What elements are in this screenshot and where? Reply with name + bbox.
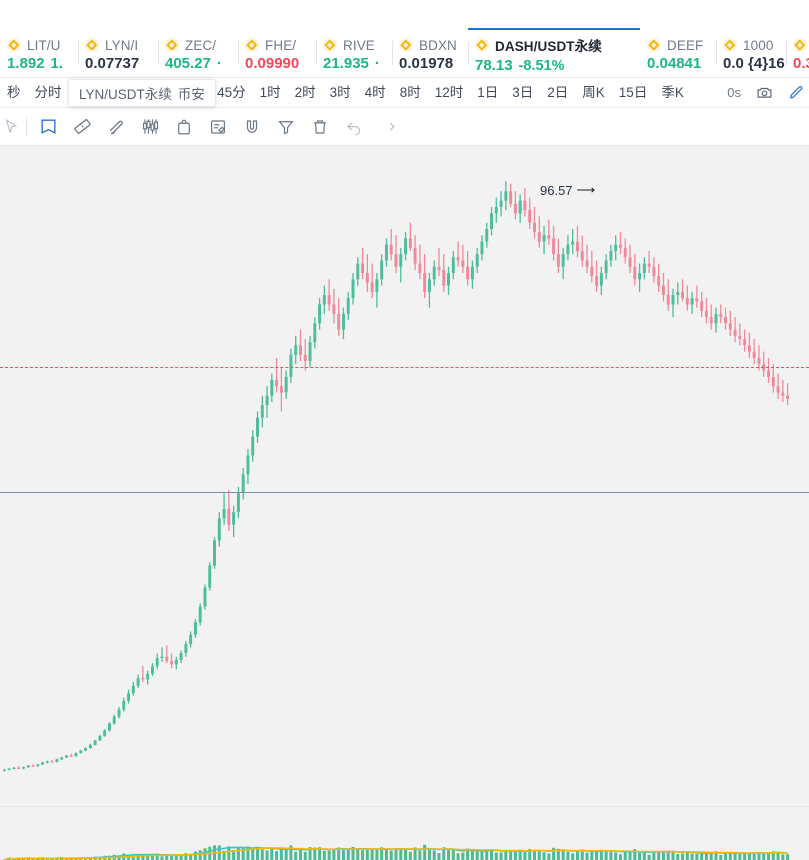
magnet-icon[interactable] [235,112,269,142]
timeframe-item-18[interactable]: 季K [661,84,684,100]
timeframe-item-8[interactable]: 2时 [294,84,316,100]
binance-coin-icon [723,38,737,52]
horizontal-support-line[interactable] [0,492,809,493]
candlestick-pattern-icon[interactable] [133,112,167,142]
timeframe-right-tools[interactable]: 0s [727,84,809,102]
timeframe-item-13[interactable]: 1日 [477,84,499,100]
ruler-measure-icon[interactable] [65,112,99,142]
ticker-price: 1.892 [7,54,45,72]
trash-delete-icon[interactable] [303,112,337,142]
high-price-value: 96.57 [540,182,573,198]
binance-coin-icon [7,38,21,52]
ticker-price: 21.935 [323,54,369,72]
ticker-1[interactable]: LYN/I 0.07737 [78,28,158,77]
undo-icon[interactable] [337,112,371,142]
ticker-0[interactable]: LIT/U 1.892 1. [0,28,78,77]
high-price-annotation: 96.57 ⟶ [540,182,595,198]
ticker-symbol: DASH/USDT永续 [495,39,602,54]
ticker-bar[interactable]: LIT/U 1.892 1. LYN/I 0.07737 ZEC/405.27 · FHE/0… [0,28,809,78]
ticker-price: 0.07737 [85,54,140,72]
filter-icon[interactable] [269,112,303,142]
ticker-price: 0.04841 [647,54,702,72]
binance-coin-icon [647,38,661,52]
indicator-panel-separator [0,806,809,807]
ticker-price-extra: · [216,54,222,72]
arrow-right-icon: ⟶ [576,182,596,197]
shape-tool-icon[interactable] [31,112,65,142]
ticker-price: 0.01978 [399,54,454,72]
timeframe-item-7[interactable]: 1时 [259,84,281,100]
timeframe-item-12[interactable]: 12时 [434,84,464,100]
ticker-price: 78.13 [475,57,513,74]
chart-area[interactable]: 96.57 ⟶ DASH @ Crypto慕白 [0,146,809,860]
window-top-spacer [0,0,809,28]
ticker-symbol: RIVE [343,37,375,53]
binance-coin-icon [165,38,179,52]
binance-coin-icon [475,38,489,52]
ticker-symbol: ZEC/ [185,37,217,53]
timeframe-item-6[interactable]: 45分 [217,84,246,100]
timeframe-item-16[interactable]: 周K [582,84,605,100]
tooltip-symbol: LYN/USDT永续 [79,87,172,102]
ticker-symbol: 1000 [743,37,774,53]
ticker-2[interactable]: ZEC/405.27 · [158,28,238,77]
ticker-symbol: BDXN [419,37,457,53]
ticker-4[interactable]: RIVE 21.935 · [316,28,392,77]
ticker-symbol: FHE/ [265,37,297,53]
ticker-8[interactable]: 1000 0.0 {4}16 [716,28,786,77]
timeframe-item-15[interactable]: 2日 [547,84,569,100]
binance-coin-icon [245,38,259,52]
camera-icon[interactable] [755,84,773,102]
ticker-price: 405.27 [165,54,211,72]
binance-coin-icon [793,38,807,52]
ticker-change-percent: -8.51% [518,58,565,74]
price-candlestick-chart [2,181,790,860]
ticker-symbol: DEEF [667,37,704,53]
ticker-price-extra: 1. [50,54,64,72]
timeframe-item-14[interactable]: 3日 [512,84,534,100]
ticker-active[interactable]: DASH/USDT永续 78.13 -8.51% [468,28,640,77]
tooltip-exchange: 币安 [177,87,205,102]
binance-coin-icon [399,38,413,52]
ticker-9[interactable]: PIPPI0.31049 [786,28,809,77]
timeframe-item-0[interactable]: 秒 [7,84,21,100]
timeframe-item-17[interactable]: 15日 [618,84,648,100]
cursor-icon[interactable] [0,112,22,142]
timeframe-item-10[interactable]: 4时 [364,84,386,100]
note-edit-icon[interactable] [201,112,235,142]
lock-tool-icon[interactable] [167,112,201,142]
ticker-price-extra: · [374,54,380,72]
horizontal-dashed-level-line[interactable] [0,367,809,368]
ticker-price: 0.31049 [793,54,809,72]
drawing-toolbar[interactable] [0,108,809,146]
ticker-price: 0.09990 [245,54,300,72]
pencil-draw-icon[interactable] [99,112,133,142]
binance-coin-icon [323,38,337,52]
timeframe-item-9[interactable]: 3时 [329,84,351,100]
ticker-symbol: LIT/U [27,37,61,53]
redo-icon[interactable] [371,112,405,142]
timeframe-item-1[interactable]: 分时 [34,84,62,100]
binance-coin-icon [85,38,99,52]
pen-edit-icon[interactable] [787,84,805,102]
timeframe-item-11[interactable]: 8时 [399,84,421,100]
ticker-3[interactable]: FHE/0.09990 [238,28,316,77]
toolbar-divider-1 [26,117,27,136]
symbol-tooltip: LYN/USDT永续 币安 [68,79,216,107]
ticker-price: 0.0 {4}16 [723,54,785,72]
ticker-5[interactable]: BDXN 0.01978 [392,28,468,77]
ticker-symbol: LYN/I [105,37,139,53]
ticker-7[interactable]: DEEF 0.04841 [640,28,716,77]
refresh-interval-label[interactable]: 0s [727,85,741,100]
